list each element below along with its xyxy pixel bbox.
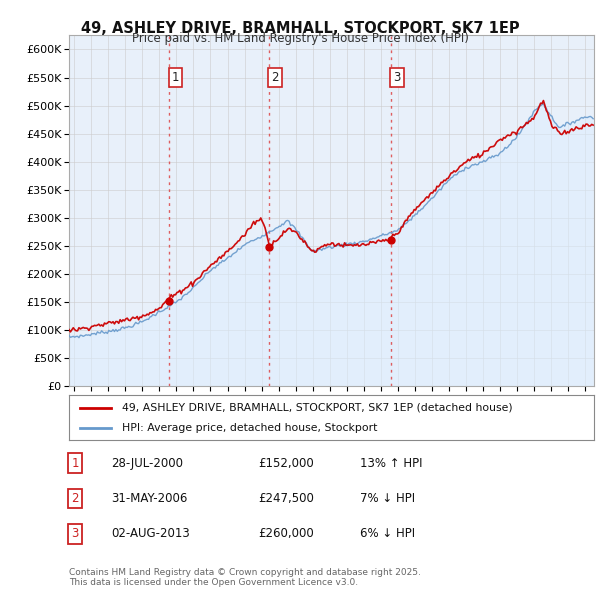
- Text: 2: 2: [71, 492, 79, 505]
- Text: 3: 3: [71, 527, 79, 540]
- Text: 49, ASHLEY DRIVE, BRAMHALL, STOCKPORT, SK7 1EP (detached house): 49, ASHLEY DRIVE, BRAMHALL, STOCKPORT, S…: [121, 403, 512, 412]
- Text: 6% ↓ HPI: 6% ↓ HPI: [360, 527, 415, 540]
- Text: 3: 3: [394, 71, 401, 84]
- Text: Price paid vs. HM Land Registry's House Price Index (HPI): Price paid vs. HM Land Registry's House …: [131, 32, 469, 45]
- Text: 31-MAY-2006: 31-MAY-2006: [111, 492, 187, 505]
- Text: 7% ↓ HPI: 7% ↓ HPI: [360, 492, 415, 505]
- Text: £152,000: £152,000: [258, 457, 314, 470]
- Text: 2: 2: [271, 71, 279, 84]
- Text: 49, ASHLEY DRIVE, BRAMHALL, STOCKPORT, SK7 1EP: 49, ASHLEY DRIVE, BRAMHALL, STOCKPORT, S…: [80, 21, 520, 35]
- Text: 1: 1: [71, 457, 79, 470]
- Text: 02-AUG-2013: 02-AUG-2013: [111, 527, 190, 540]
- Text: 13% ↑ HPI: 13% ↑ HPI: [360, 457, 422, 470]
- Text: £260,000: £260,000: [258, 527, 314, 540]
- Text: 28-JUL-2000: 28-JUL-2000: [111, 457, 183, 470]
- Text: HPI: Average price, detached house, Stockport: HPI: Average price, detached house, Stoc…: [121, 424, 377, 434]
- Text: Contains HM Land Registry data © Crown copyright and database right 2025.
This d: Contains HM Land Registry data © Crown c…: [69, 568, 421, 587]
- Text: £247,500: £247,500: [258, 492, 314, 505]
- Text: 1: 1: [172, 71, 179, 84]
